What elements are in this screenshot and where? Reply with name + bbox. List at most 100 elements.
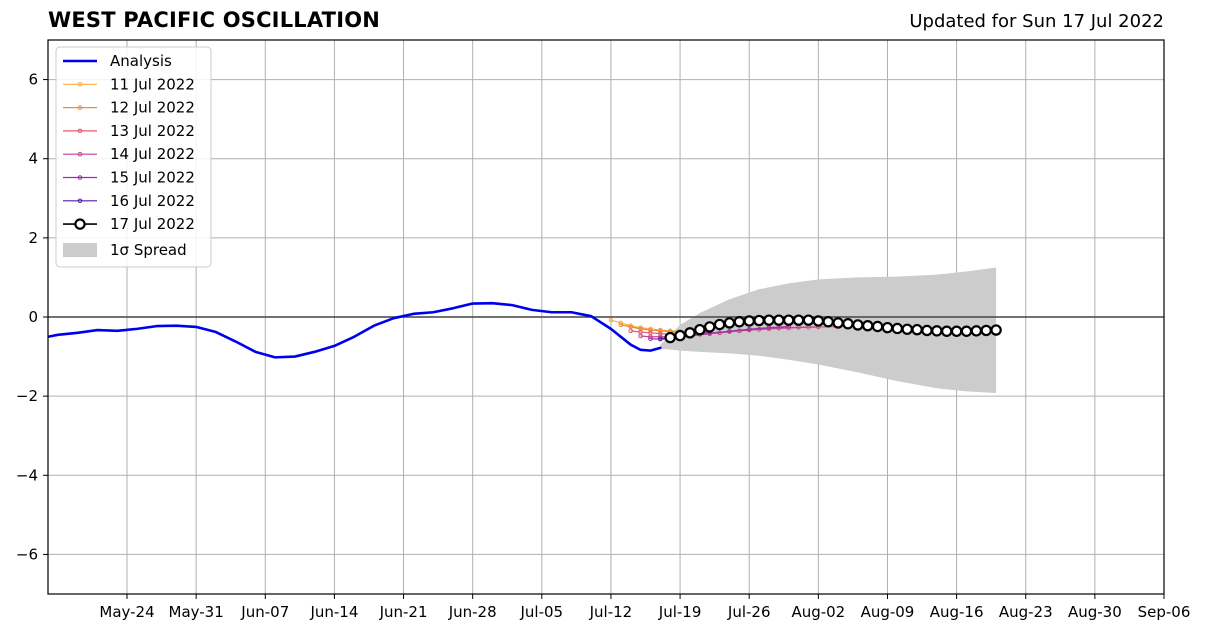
forecast-point bbox=[792, 314, 805, 326]
forecast-point bbox=[743, 315, 755, 327]
y-tick-label: −2 bbox=[16, 387, 38, 405]
forecast-point bbox=[773, 314, 785, 326]
legend-label-series: 14 Jul 2022 bbox=[110, 145, 195, 163]
forecast-point bbox=[871, 320, 884, 333]
y-tick-label: 6 bbox=[28, 71, 38, 89]
forecast-point bbox=[648, 334, 653, 340]
forecast-point bbox=[723, 317, 736, 329]
forecast-point bbox=[783, 314, 795, 326]
forecast-point bbox=[911, 323, 923, 336]
legend-swatch-spread bbox=[63, 243, 97, 258]
forecast-point bbox=[648, 336, 653, 342]
legend-swatch-marker bbox=[77, 128, 83, 134]
x-tick-label: Sep-06 bbox=[1138, 603, 1191, 621]
y-tick-label: 2 bbox=[28, 229, 38, 247]
forecast-point bbox=[628, 328, 633, 334]
x-tick-label: Jul-05 bbox=[520, 603, 564, 621]
updated-label: Updated for Sun 17 Jul 2022 bbox=[909, 11, 1164, 32]
legend-label-series: 16 Jul 2022 bbox=[110, 192, 195, 210]
forecast-point bbox=[694, 323, 706, 336]
forecast-point bbox=[664, 331, 676, 344]
axes-frame bbox=[47, 39, 1165, 595]
forecast-point bbox=[727, 328, 732, 334]
forecast-point bbox=[674, 329, 686, 342]
y-tick-label: 4 bbox=[28, 150, 38, 168]
legend-label-spread: 1σ Spread bbox=[110, 241, 187, 259]
forecast-point bbox=[970, 325, 983, 337]
forecast-point bbox=[931, 325, 943, 337]
forecast-point bbox=[881, 321, 894, 334]
forecast-point bbox=[891, 322, 904, 335]
forecast-point bbox=[684, 327, 696, 339]
y-tick-label: −4 bbox=[16, 466, 38, 484]
forecast-point bbox=[950, 325, 963, 337]
forecast-point bbox=[618, 320, 624, 326]
legend-swatch-marker bbox=[77, 151, 83, 157]
x-tick-label: Jun-07 bbox=[240, 603, 289, 621]
forecast-point bbox=[703, 321, 716, 333]
legend-swatch-marker bbox=[77, 105, 83, 110]
forecast-point bbox=[756, 326, 762, 332]
forecast-point bbox=[990, 324, 1002, 336]
forecast-point bbox=[648, 327, 653, 333]
legend-swatch-marker bbox=[74, 218, 86, 230]
analysis-line bbox=[48, 301, 662, 359]
forecast-point bbox=[842, 318, 854, 330]
forecast-point bbox=[901, 323, 913, 335]
x-tick-label: Jun-28 bbox=[448, 603, 497, 621]
forecast-point bbox=[658, 328, 663, 334]
x-tick-label: Jul-19 bbox=[658, 603, 702, 621]
forecast-point bbox=[753, 314, 765, 327]
forecast-point bbox=[852, 319, 864, 331]
forecast-point bbox=[832, 317, 844, 329]
x-tick-label: Aug-23 bbox=[999, 603, 1053, 621]
legend-label-series: 12 Jul 2022 bbox=[110, 99, 195, 117]
forecast-point bbox=[608, 317, 614, 323]
plot-area bbox=[48, 267, 1164, 393]
axes: May-24 May-31 Jun-07 Jun-14 Jun-21 Jun-28 Jul-… bbox=[16, 39, 1191, 621]
legend-swatch-marker bbox=[77, 198, 83, 204]
forecast-point bbox=[746, 326, 752, 332]
legend-swatch-marker bbox=[77, 175, 83, 180]
x-tick-label: May-31 bbox=[169, 603, 224, 621]
chart-title: WEST PACIFIC OSCILLATION bbox=[48, 8, 381, 32]
x-tick-label: Jun-21 bbox=[379, 603, 428, 621]
legend-label-series: 13 Jul 2022 bbox=[110, 122, 195, 140]
forecast-point bbox=[941, 325, 953, 337]
legend-label-series: 11 Jul 2022 bbox=[110, 75, 195, 93]
forecast-point bbox=[960, 325, 973, 337]
x-tick-label: Aug-30 bbox=[1068, 603, 1122, 621]
forecast-point bbox=[802, 314, 815, 326]
forecast-point bbox=[763, 314, 775, 326]
spread-band bbox=[660, 267, 997, 393]
legend-label-series: 15 Jul 2022 bbox=[110, 169, 195, 187]
x-tick-label: Aug-09 bbox=[861, 603, 915, 621]
x-tick-label: Jul-12 bbox=[589, 603, 633, 621]
forecast-point bbox=[980, 324, 992, 337]
forecast-point bbox=[638, 333, 643, 339]
legend-label-series: 17 Jul 2022 bbox=[110, 215, 195, 233]
forecast-point bbox=[713, 318, 726, 331]
forecast-point bbox=[921, 324, 933, 337]
forecast-point bbox=[862, 320, 874, 332]
legend-label-analysis: Analysis bbox=[110, 52, 172, 70]
x-tick-label: Jun-14 bbox=[309, 603, 358, 621]
forecast-point bbox=[618, 322, 624, 328]
x-tick-label: Aug-02 bbox=[791, 603, 845, 621]
y-tick-label: −6 bbox=[16, 545, 38, 563]
forecast-point bbox=[733, 316, 746, 328]
legend-box bbox=[55, 46, 212, 268]
y-tick-label: 0 bbox=[28, 308, 38, 326]
legend: Analysis 11 Jul 2022 12 Jul 2022 13 Jul 202… bbox=[55, 46, 212, 268]
x-tick-label: Aug-16 bbox=[930, 603, 984, 621]
legend-swatch-marker bbox=[77, 82, 83, 87]
forecast-point bbox=[776, 325, 782, 331]
forecast-point bbox=[812, 315, 825, 327]
forecast-point bbox=[658, 336, 663, 342]
forecast-point bbox=[766, 325, 772, 330]
forecast-line bbox=[620, 324, 681, 333]
x-tick-label: Jul-26 bbox=[727, 603, 771, 621]
x-tick-label: May-24 bbox=[99, 603, 154, 621]
forecast-point bbox=[822, 316, 834, 328]
